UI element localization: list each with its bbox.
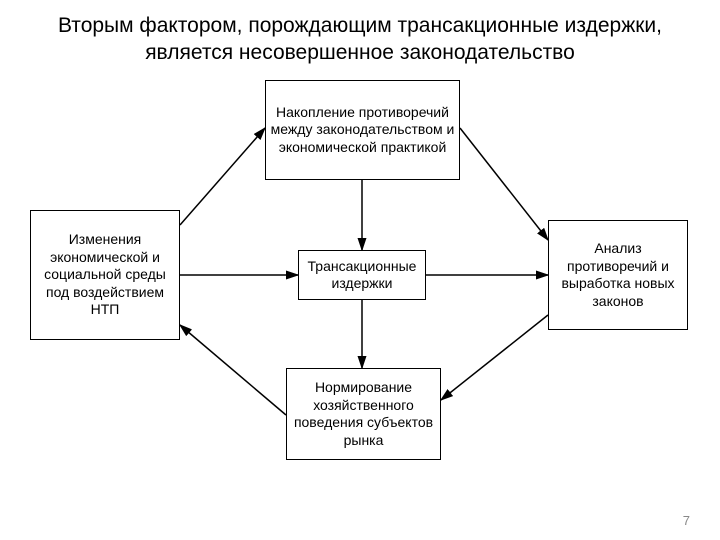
edge-top-right xyxy=(460,128,548,240)
edge-bottom-left xyxy=(180,325,286,415)
page-number: 7 xyxy=(683,513,690,528)
node-right: Анализ противоречий и выработка новых за… xyxy=(548,220,688,330)
node-center: Трансакционные издержки xyxy=(298,250,426,300)
edge-right-bottom xyxy=(441,315,548,400)
slide-title: Вторым фактором, порождающим трансакцион… xyxy=(0,0,720,67)
diagram-canvas: Изменения экономической и социальной сре… xyxy=(0,70,720,510)
node-top: Накопление противоречий между законодате… xyxy=(265,80,460,180)
edge-left-top xyxy=(180,128,265,225)
node-left: Изменения экономической и социальной сре… xyxy=(30,210,180,340)
node-bottom: Нормирование хозяйственного поведения су… xyxy=(286,368,441,460)
